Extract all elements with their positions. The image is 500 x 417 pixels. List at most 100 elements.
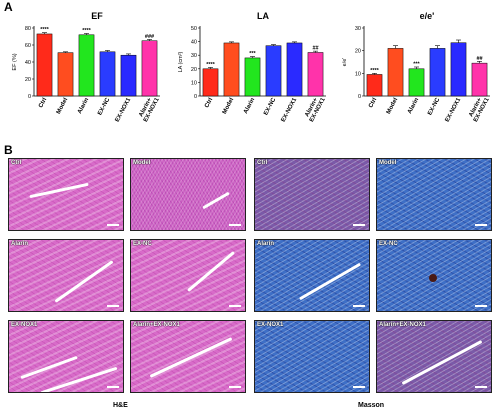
bar bbox=[286, 42, 303, 97]
y-tick-label: 60 bbox=[25, 43, 31, 49]
x-tick-label-line: Ctrl bbox=[38, 97, 48, 109]
masson-tile-model: Model bbox=[376, 158, 492, 231]
y-tick-label: 20 bbox=[191, 67, 197, 73]
x-tick-label-line: EX-NOX1 bbox=[281, 97, 299, 124]
y-tick-label: 40 bbox=[191, 40, 197, 46]
x-tick-label-line: EX-NC bbox=[263, 97, 277, 117]
masson-tile-label: Alarin bbox=[257, 241, 275, 247]
scale-bar bbox=[229, 386, 241, 388]
bar bbox=[141, 40, 158, 97]
y-tick-label: 20 bbox=[25, 77, 31, 83]
x-tick-label: EX-NC bbox=[263, 97, 277, 117]
he-tile-label: Model bbox=[133, 160, 151, 166]
panel-b-label: B bbox=[4, 143, 13, 157]
x-tick-label: EX-NOX1 bbox=[115, 97, 133, 124]
y-tick-label: 0 bbox=[194, 94, 197, 100]
bar bbox=[120, 54, 137, 97]
y-tick-label: 80 bbox=[25, 26, 31, 32]
scale-bar bbox=[353, 305, 365, 307]
significance-label: ## bbox=[476, 56, 482, 62]
y-axis-label: EF (%) bbox=[12, 53, 18, 70]
x-tick-label-line: Alarin bbox=[243, 97, 256, 115]
masson-tile-label: Alarin+EX-NOX1 bbox=[379, 322, 426, 328]
x-tick-label-line: EX-NOX1 bbox=[115, 97, 133, 124]
y-tick-label: 20 bbox=[355, 49, 361, 55]
masson-tile-label: Model bbox=[379, 160, 397, 166]
significance-label: **** bbox=[206, 62, 215, 68]
x-tick-label-line: Ctrl bbox=[368, 97, 378, 109]
chart-title: e/e' bbox=[420, 11, 435, 21]
y-tick-label: 10 bbox=[355, 71, 361, 77]
bar bbox=[265, 45, 282, 97]
he-tile-label: Alarin+EX-NOX1 bbox=[133, 322, 180, 328]
x-tick-label-line: EX-NC bbox=[97, 97, 111, 117]
he-tile-label: Ctrl bbox=[11, 160, 22, 166]
x-tick-label: EX-NOX1 bbox=[445, 97, 463, 124]
y-tick-label: 40 bbox=[25, 60, 31, 66]
y-tick-label: 0 bbox=[28, 94, 31, 100]
scale-bar bbox=[475, 224, 487, 226]
he-section-label: H&E bbox=[113, 402, 128, 409]
significance-label: *** bbox=[249, 51, 256, 57]
chart-la-svg: LA 0 10 20 30 40 50 LA (cm²) **** Ctrl Model *** Ala… bbox=[178, 11, 327, 124]
y-axis-label: e/e' bbox=[342, 58, 348, 67]
x-tick-label-line: Model bbox=[222, 97, 236, 115]
scale-bar bbox=[107, 305, 119, 307]
masson-tile-alarin-exnox1: Alarin+EX-NOX1 bbox=[376, 320, 492, 393]
y-axis-label: LA (cm²) bbox=[178, 51, 184, 72]
x-tick-label-line: Alarin bbox=[407, 97, 420, 115]
bar bbox=[408, 68, 425, 97]
x-tick-label: Ctrl bbox=[204, 97, 214, 109]
scale-bar bbox=[107, 386, 119, 388]
bar bbox=[429, 48, 446, 97]
significance-label: *** bbox=[413, 61, 420, 67]
masson-tile-exnc: EX-NC bbox=[376, 239, 492, 312]
bar bbox=[387, 48, 404, 97]
x-tick-label: EX-NC bbox=[97, 97, 111, 117]
x-tick-label: Alarin bbox=[243, 97, 256, 115]
chart-ee-svg: e/e' 0 10 20 30 e/e' **** Ctrl Model *** Alarin EX-… bbox=[342, 11, 491, 124]
he-tile-ctrl: Ctrl bbox=[8, 158, 124, 231]
x-tick-label: Alarin+EX-NOX1 bbox=[303, 93, 327, 123]
x-tick-label-line: Model bbox=[56, 97, 70, 115]
x-tick-label: Model bbox=[56, 97, 70, 115]
he-tile-exnc: EX-NC bbox=[130, 239, 246, 312]
chart-la: LA 0 10 20 30 40 50 LA (cm²) **** Ctrl Model *** Ala… bbox=[172, 8, 332, 146]
significance-label: **** bbox=[370, 68, 379, 74]
he-tile-model: Model bbox=[130, 158, 246, 231]
bar bbox=[223, 42, 240, 97]
y-tick-label: 0 bbox=[358, 94, 361, 100]
chart-ef: EF 0 20 40 60 80 EF (%) **** Ctrl Model **** Alarin… bbox=[6, 8, 166, 146]
x-tick-label: Ctrl bbox=[38, 97, 48, 109]
bar bbox=[57, 52, 74, 97]
bar bbox=[307, 52, 324, 97]
x-tick-label-line: Ctrl bbox=[204, 97, 214, 109]
x-tick-label: EX-NC bbox=[427, 97, 441, 117]
masson-tile-alarin: Alarin bbox=[254, 239, 370, 312]
scale-bar bbox=[229, 224, 241, 226]
he-tile-label: Alarin bbox=[11, 241, 29, 247]
he-tile-alarin: Alarin bbox=[8, 239, 124, 312]
x-tick-label: Alarin+EX-NOX1 bbox=[137, 93, 161, 123]
bar bbox=[36, 33, 53, 97]
chart-ef-svg: EF 0 20 40 60 80 EF (%) **** Ctrl Model **** Alarin… bbox=[12, 11, 161, 124]
x-tick-label: Ctrl bbox=[368, 97, 378, 109]
x-tick-label-line: Alarin bbox=[77, 97, 90, 115]
significance-label: ## bbox=[312, 46, 318, 52]
y-tick-label: 50 bbox=[191, 26, 197, 32]
y-tick-label: 30 bbox=[191, 53, 197, 59]
chart-ee: e/e' 0 10 20 30 e/e' **** Ctrl Model *** Alarin EX-… bbox=[336, 8, 496, 146]
significance-label: **** bbox=[40, 27, 49, 33]
bar bbox=[78, 34, 95, 97]
x-tick-label: Model bbox=[222, 97, 236, 115]
bar bbox=[450, 42, 467, 97]
bar bbox=[471, 62, 488, 97]
bar bbox=[202, 68, 219, 97]
masson-tile-label: Ctrl bbox=[257, 160, 268, 166]
chart-title: EF bbox=[91, 11, 103, 21]
scale-bar bbox=[353, 386, 365, 388]
bar bbox=[99, 51, 116, 97]
scale-bar bbox=[475, 386, 487, 388]
chart-title: LA bbox=[257, 11, 269, 21]
significance-label: ### bbox=[145, 34, 154, 40]
